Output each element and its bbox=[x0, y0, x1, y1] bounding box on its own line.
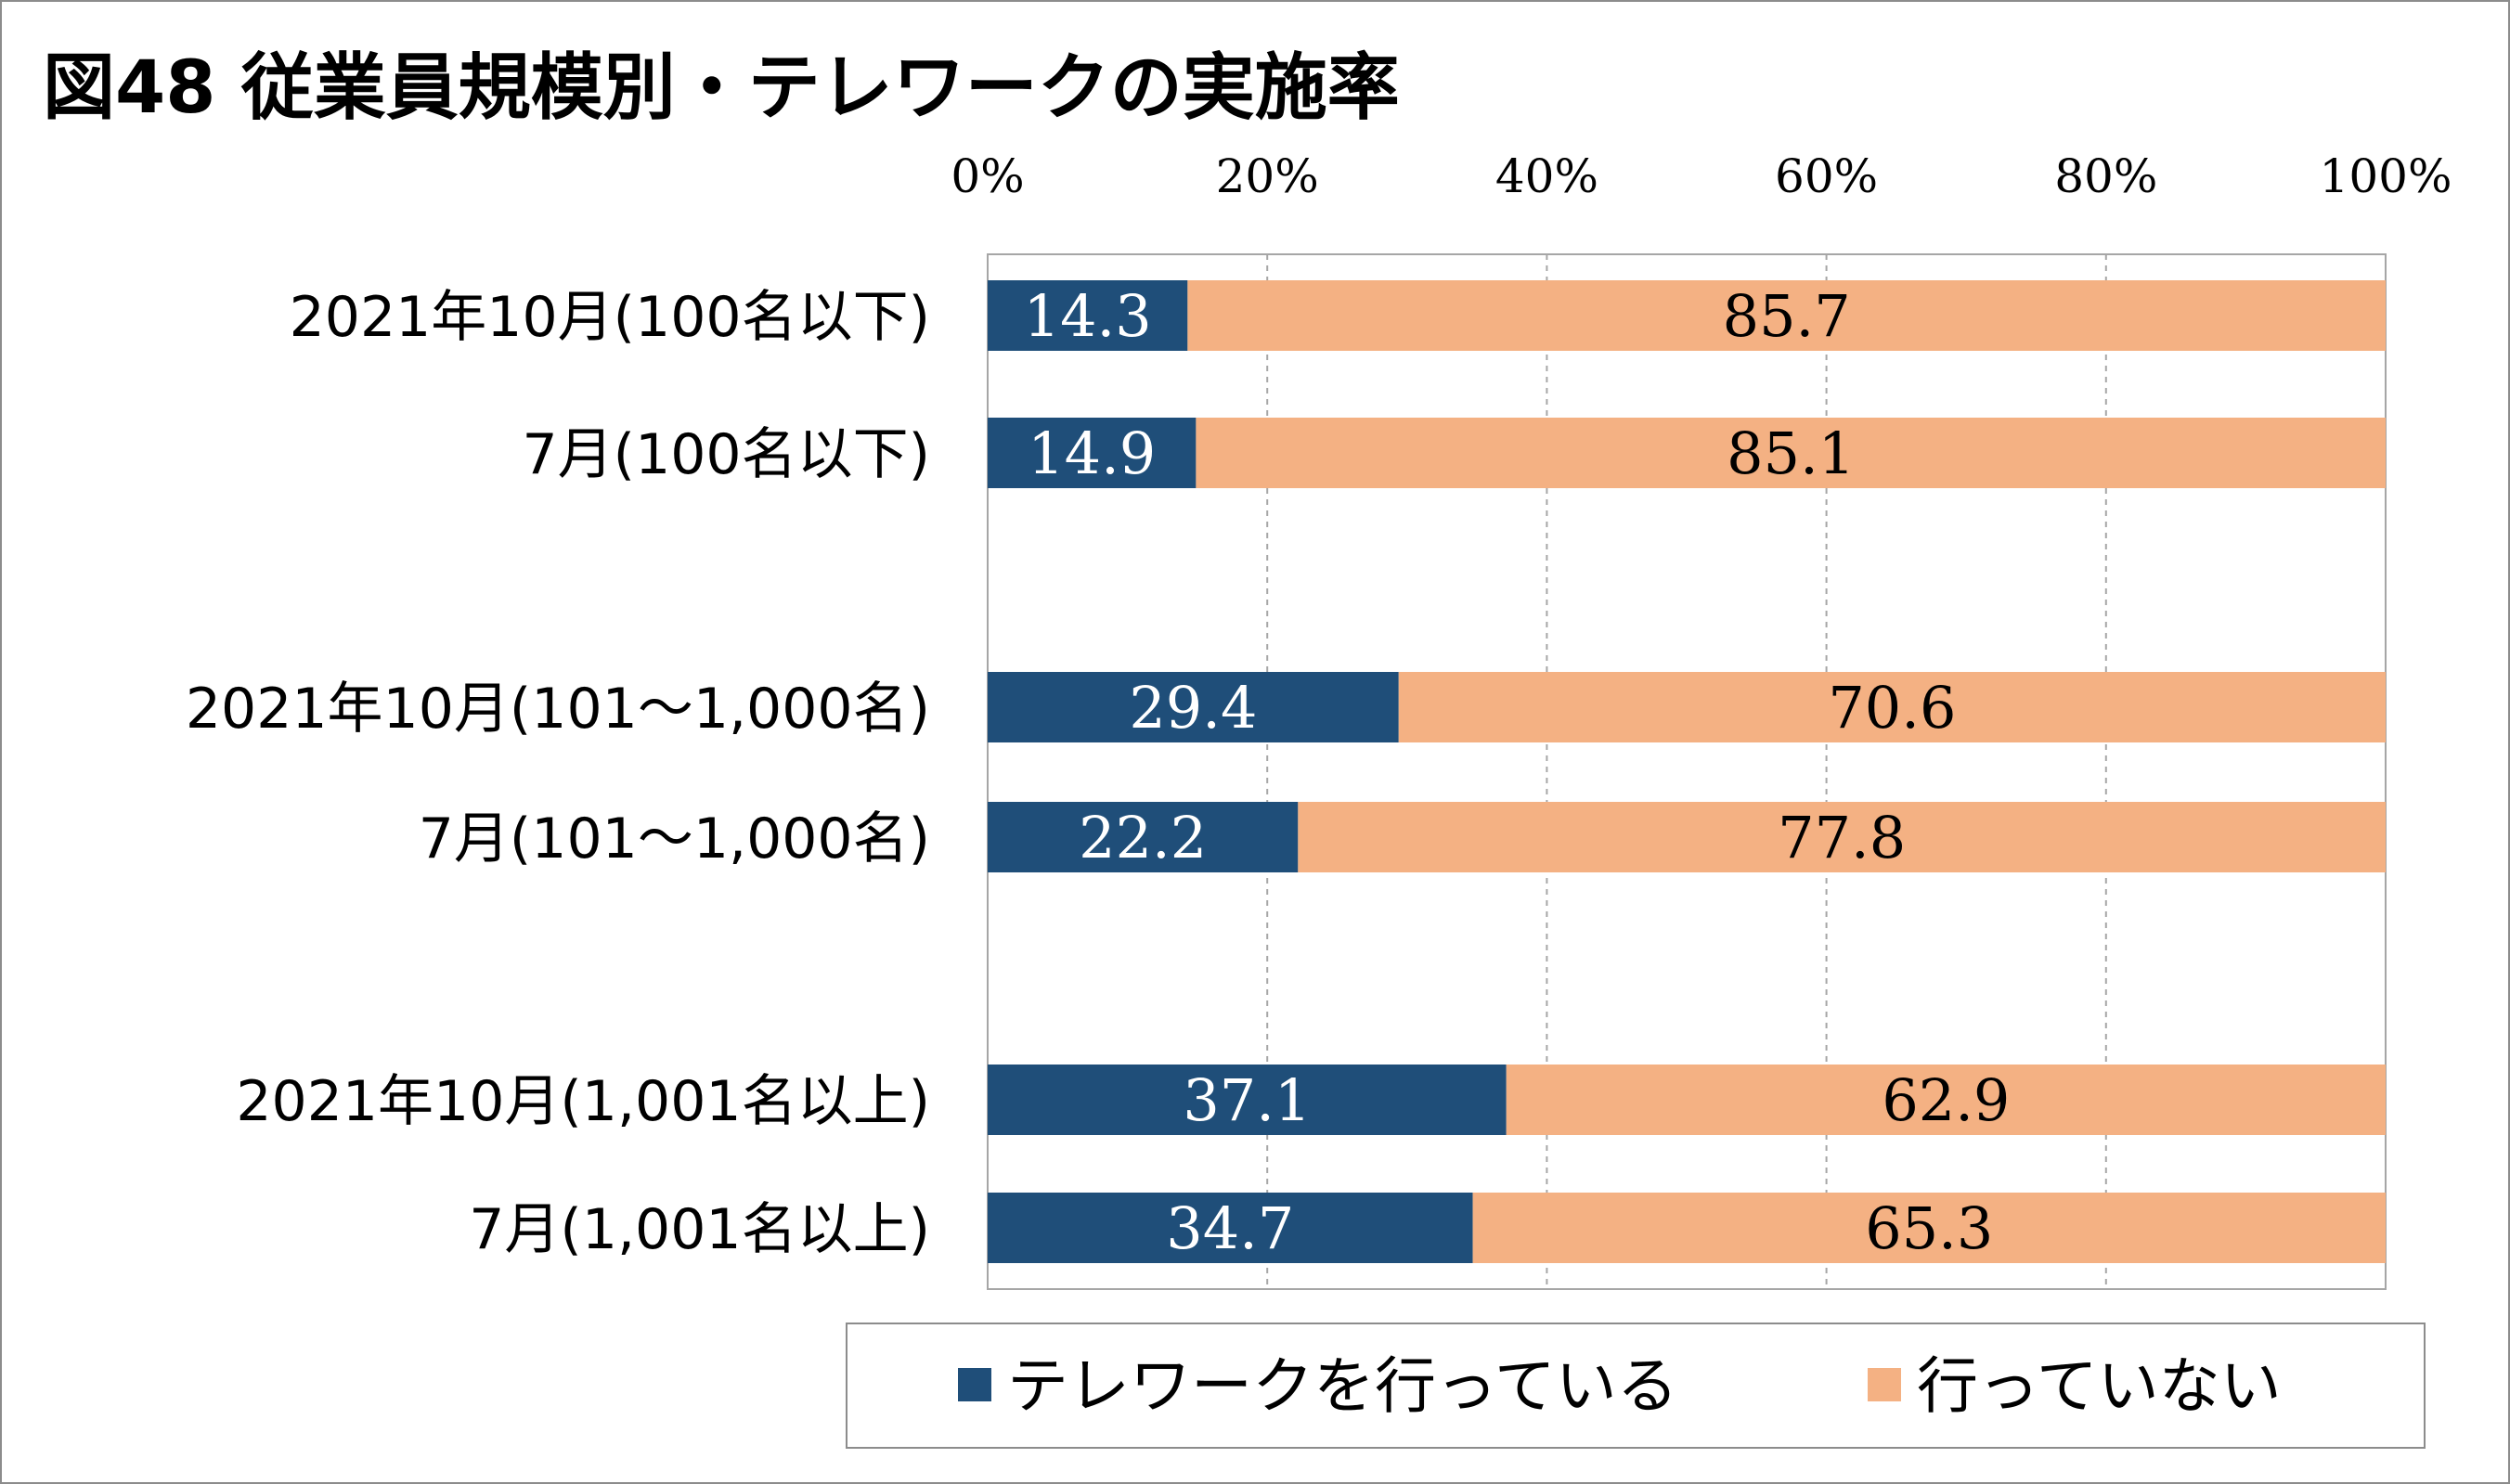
bar-no-telework bbox=[1187, 280, 2386, 351]
legend-label: テレワークを行っている bbox=[1007, 1350, 1678, 1422]
bar-telework bbox=[988, 1193, 1473, 1263]
chart-title: 図48 従業員規模別・テレワークの実施率 bbox=[43, 46, 1400, 130]
legend-label: 行っていない bbox=[1917, 1350, 2282, 1422]
data-label: 29.4 bbox=[1129, 674, 1257, 742]
category-label: 2021年10月(101～1,000名) bbox=[186, 677, 930, 742]
legend-swatch bbox=[1868, 1368, 1901, 1401]
bar-telework bbox=[988, 1065, 1507, 1135]
legend-box bbox=[846, 1323, 2426, 1449]
x-tick-label: 60% bbox=[1775, 149, 1878, 203]
category-label: 2021年10月(100名以下) bbox=[290, 285, 930, 350]
data-label: 34.7 bbox=[1166, 1194, 1294, 1262]
data-label: 62.9 bbox=[1882, 1066, 2010, 1134]
x-tick-label: 40% bbox=[1495, 149, 1598, 203]
bar-telework bbox=[988, 802, 1299, 872]
data-label: 70.6 bbox=[1828, 674, 1956, 742]
bar-no-telework bbox=[1298, 802, 2386, 872]
x-tick-label: 20% bbox=[1216, 149, 1319, 203]
data-label: 37.1 bbox=[1183, 1066, 1311, 1134]
legend-swatch bbox=[958, 1368, 991, 1401]
data-label: 85.1 bbox=[1727, 419, 1855, 487]
data-label: 14.9 bbox=[1028, 419, 1156, 487]
x-tick-label: 0% bbox=[951, 149, 1024, 203]
data-label: 85.7 bbox=[1723, 282, 1851, 350]
plot-area bbox=[987, 253, 2387, 1290]
data-label: 65.3 bbox=[1865, 1194, 1993, 1262]
x-tick-label: 80% bbox=[2054, 149, 2157, 203]
data-label: 22.2 bbox=[1079, 804, 1207, 871]
data-label: 77.8 bbox=[1778, 804, 1906, 871]
bar-no-telework bbox=[1398, 672, 2386, 742]
bar-no-telework bbox=[1196, 418, 2386, 488]
x-tick-label: 100% bbox=[2320, 149, 2452, 203]
bar-telework bbox=[988, 418, 1197, 488]
bar-no-telework bbox=[1506, 1065, 2386, 1135]
category-label: 7月(100名以下) bbox=[522, 422, 930, 487]
bar-no-telework bbox=[1472, 1193, 2386, 1263]
category-label: 7月(1,001名以上) bbox=[469, 1197, 930, 1262]
data-label: 14.3 bbox=[1024, 282, 1152, 350]
category-label: 7月(101～1,000名) bbox=[419, 807, 930, 871]
bar-telework bbox=[988, 280, 1188, 351]
category-label: 2021年10月(1,001名以上) bbox=[236, 1069, 930, 1134]
bar-telework bbox=[988, 672, 1399, 742]
